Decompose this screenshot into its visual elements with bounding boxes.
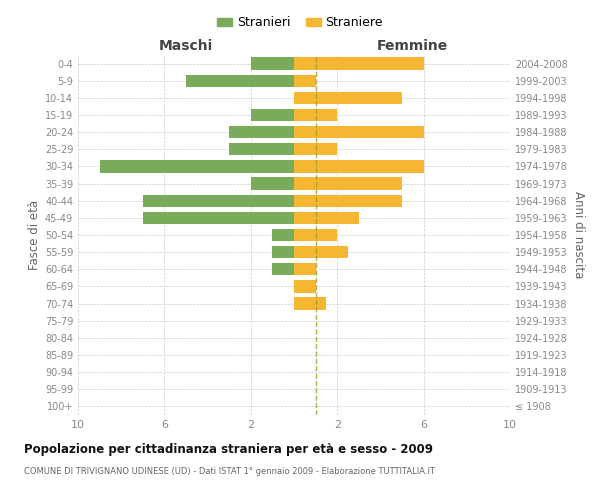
Bar <box>294 74 316 87</box>
Bar <box>294 58 424 70</box>
Bar <box>251 178 294 190</box>
Bar <box>143 212 294 224</box>
Bar <box>294 178 402 190</box>
Bar <box>294 212 359 224</box>
Text: Popolazione per cittadinanza straniera per età e sesso - 2009: Popolazione per cittadinanza straniera p… <box>24 442 433 456</box>
Bar <box>294 143 337 156</box>
Legend: Stranieri, Straniere: Stranieri, Straniere <box>212 11 388 34</box>
Bar <box>294 280 316 292</box>
Bar <box>229 143 294 156</box>
Text: Femmine: Femmine <box>377 40 448 54</box>
Text: COMUNE DI TRIVIGNANO UDINESE (UD) - Dati ISTAT 1° gennaio 2009 - Elaborazione TU: COMUNE DI TRIVIGNANO UDINESE (UD) - Dati… <box>24 468 435 476</box>
Bar <box>272 246 294 258</box>
Bar <box>272 229 294 241</box>
Bar <box>272 263 294 276</box>
Text: Maschi: Maschi <box>159 40 213 54</box>
Bar <box>143 194 294 207</box>
Bar <box>251 109 294 121</box>
Bar <box>294 194 402 207</box>
Bar <box>186 74 294 87</box>
Bar <box>229 126 294 138</box>
Bar <box>100 160 294 172</box>
Bar <box>294 229 337 241</box>
Bar <box>294 298 326 310</box>
Y-axis label: Fasce di età: Fasce di età <box>28 200 41 270</box>
Bar <box>294 126 424 138</box>
Bar <box>251 58 294 70</box>
Bar <box>294 92 402 104</box>
Bar <box>294 263 316 276</box>
Bar <box>294 109 337 121</box>
Bar <box>294 246 348 258</box>
Y-axis label: Anni di nascita: Anni di nascita <box>572 192 585 278</box>
Bar <box>294 160 424 172</box>
